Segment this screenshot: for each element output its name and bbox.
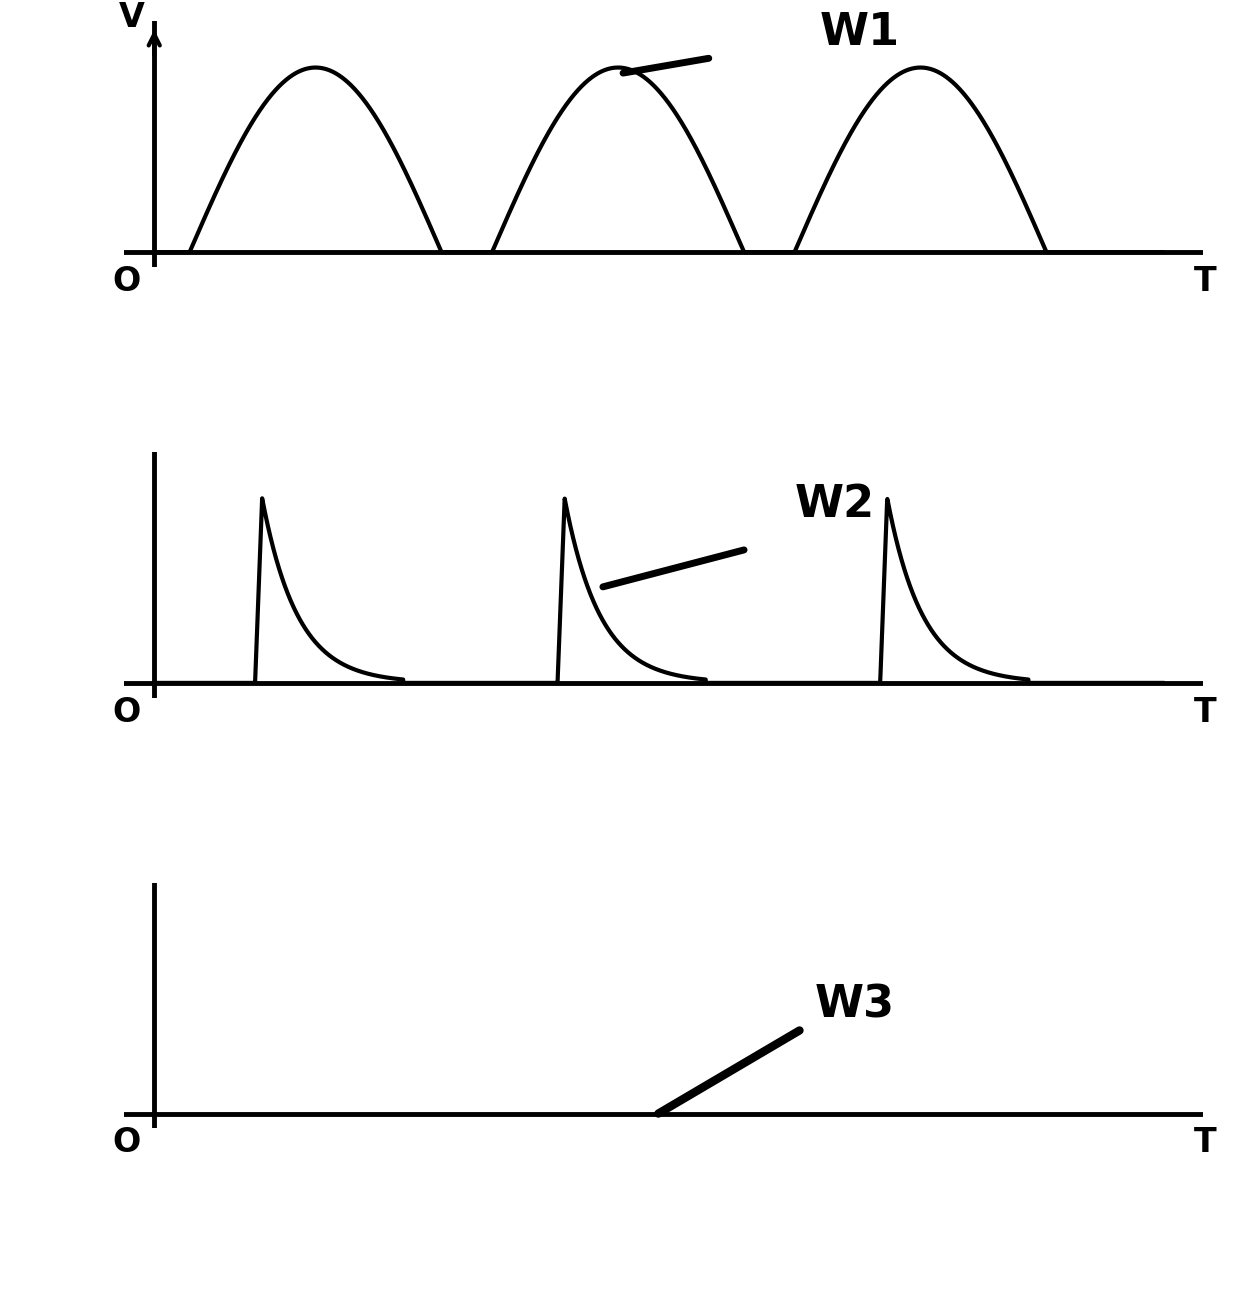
Text: V: V (119, 1, 145, 35)
Text: O: O (112, 265, 140, 298)
Text: T: T (1194, 696, 1216, 729)
Text: T: T (1194, 1127, 1216, 1159)
Text: T: T (1194, 265, 1216, 298)
Text: W2: W2 (795, 483, 874, 526)
Text: W1: W1 (820, 12, 900, 54)
Text: O: O (112, 696, 140, 729)
Text: W3: W3 (815, 983, 894, 1027)
Text: O: O (112, 1127, 140, 1159)
